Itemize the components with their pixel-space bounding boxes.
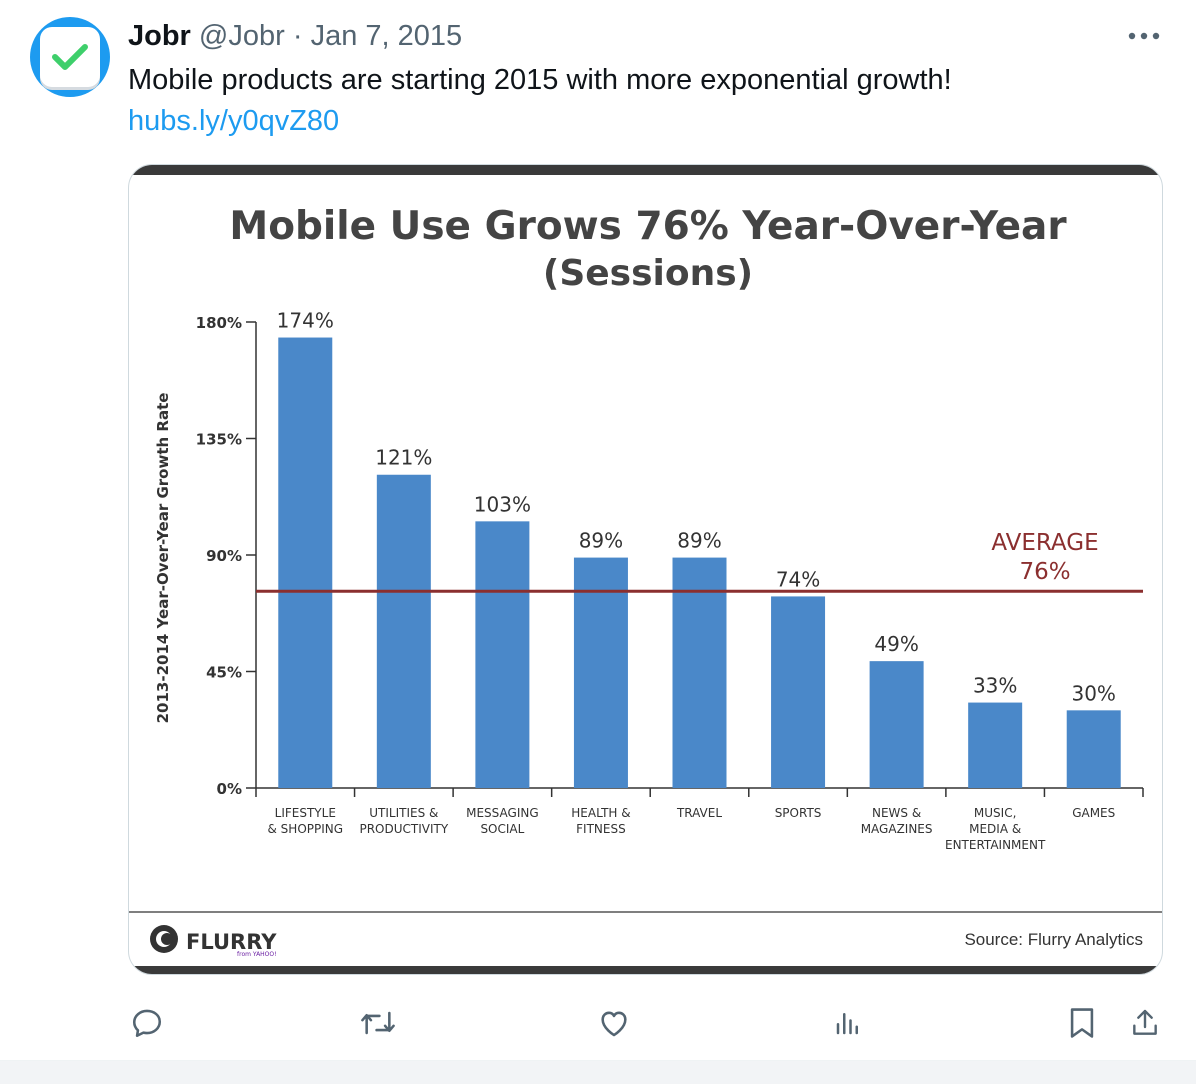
tweet-date[interactable]: Jan 7, 2015 [310,20,463,52]
average-value-label: 76% [1019,559,1070,585]
views-button[interactable] [820,995,876,1051]
header-separator: · [292,20,303,52]
x-tick-label: UTILITIES & [369,806,438,820]
bar [771,596,826,788]
flurry-wordmark: FLURRY [186,930,277,954]
bar-value-label: 174% [277,309,334,333]
avatar[interactable] [30,17,110,97]
x-tick-label: ENTERTAINMENT [945,838,1046,852]
average-label: AVERAGE [991,530,1098,556]
x-tick-label: PRODUCTIVITY [359,822,448,836]
like-icon [601,1011,627,1037]
bar [1066,710,1121,788]
x-tick-label: MAGAZINES [861,822,933,836]
reply-icon [132,1009,162,1038]
x-tick-label: HEALTH & [571,806,630,820]
x-tick-label: MESSAGING [466,806,539,820]
more-button[interactable] [1124,16,1164,56]
x-tick-label: MEDIA & [969,822,1021,836]
share-button[interactable] [1117,995,1173,1051]
bar [475,521,530,788]
chart-source: Source: Flurry Analytics [964,930,1143,949]
bar-value-label: 33% [973,674,1017,698]
bar-value-label: 103% [474,492,531,516]
x-tick-label: MUSIC, [974,806,1017,820]
bar-value-label: 89% [579,529,623,553]
share-icon [1133,1009,1157,1035]
chart: Mobile Use Grows 76% Year-Over-Year (Ses… [129,165,1162,974]
author-handle[interactable]: @Jobr [198,20,285,52]
chart-title: Mobile Use Grows 76% Year-Over-Year [229,204,1067,249]
retweet-icon [361,1011,395,1035]
bookmark-button[interactable] [1054,995,1110,1051]
flurry-yahoo-mark: from YAHOO! [237,951,277,958]
bar [968,702,1023,788]
bottom-strip [0,1060,1196,1084]
tweet-actions [0,995,1196,1051]
retweet-button[interactable] [350,995,406,1051]
y-tick-label: 90% [206,547,242,565]
bar-value-label: 74% [776,567,820,591]
like-button[interactable] [586,995,642,1051]
x-tick-label: & SHOPPING [268,822,344,836]
x-tick-label: TRAVEL [676,806,722,820]
x-tick-label: GAMES [1072,806,1115,820]
y-tick-label: 135% [196,431,242,449]
tweet-header: Jobr @Jobr · Jan 7, 2015 [128,18,462,54]
chart-subtitle: (Sessions) [543,253,753,294]
bar-value-label: 121% [375,446,432,470]
more-icon [1128,32,1160,40]
bar-value-label: 89% [677,529,721,553]
x-tick-label: SOCIAL [480,822,524,836]
checkmark-icon [52,44,88,70]
bar [573,557,628,788]
y-axis-label: 2013-2014 Year-Over-Year Growth Rate [154,393,172,724]
author-name[interactable]: Jobr [128,20,191,52]
bar-value-label: 49% [874,632,918,656]
x-tick-label: LIFESTYLE [275,806,336,820]
chart-bottom-band [129,966,1162,974]
views-icon [836,1013,858,1035]
bar [869,661,924,788]
y-tick-label: 180% [196,314,242,332]
y-tick-label: 0% [217,780,242,798]
flurry-logo: FLURRY from YAHOO! [150,925,277,958]
x-tick-label: SPORTS [775,806,822,820]
chart-top-band [129,165,1162,175]
bar-value-label: 30% [1071,681,1115,705]
bar [672,557,727,788]
x-tick-label: NEWS & [872,806,921,820]
reply-button[interactable] [119,995,175,1051]
media-image[interactable]: Mobile Use Grows 76% Year-Over-Year (Ses… [128,164,1163,975]
avatar-badge [40,27,100,87]
y-tick-label: 45% [206,664,242,682]
x-tick-label: FITNESS [576,822,626,836]
tweet-text: Mobile products are starting 2015 with m… [128,64,952,96]
bar [376,474,431,788]
bar [278,337,333,788]
bookmark-icon [1070,1008,1094,1038]
tweet-link[interactable]: hubs.ly/y0qvZ80 [128,105,340,137]
